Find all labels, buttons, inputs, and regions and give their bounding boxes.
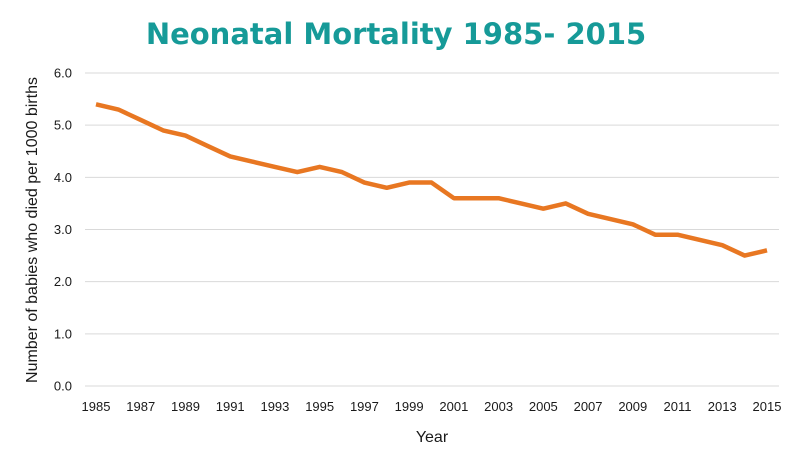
y-axis-ticks: 0.0 1.0 2.0 3.0 4.0 5.0 6.0 (54, 66, 72, 394)
data-point (430, 181, 434, 185)
y-tick-label: 3.0 (54, 222, 72, 237)
data-point (228, 154, 232, 158)
x-axis-label: Year (416, 429, 449, 446)
data-point (676, 233, 680, 237)
data-point (340, 170, 344, 174)
y-tick-label: 6.0 (54, 66, 72, 81)
data-point (497, 196, 501, 200)
series-line (95, 102, 768, 258)
x-tick-label: 2003 (484, 399, 513, 414)
data-point (139, 118, 143, 122)
data-point (765, 248, 769, 252)
data-point (161, 128, 165, 132)
data-point (183, 134, 187, 138)
x-tick-label: 1989 (171, 399, 200, 414)
x-tick-label: 2015 (753, 399, 782, 414)
data-point (94, 102, 98, 106)
x-tick-label: 1993 (260, 399, 289, 414)
y-tick-label: 1.0 (54, 326, 72, 341)
data-point (295, 170, 299, 174)
data-point (452, 196, 456, 200)
data-point (743, 254, 747, 258)
y-axis-label: Number of babies who died per 1000 birth… (24, 77, 41, 383)
data-point (720, 243, 724, 247)
chart-title: Neonatal Mortality 1985- 2015 (146, 17, 646, 51)
gridlines (85, 72, 779, 387)
data-point (698, 238, 702, 242)
x-tick-label: 1987 (126, 399, 155, 414)
x-tick-label: 2001 (439, 399, 468, 414)
x-tick-label: 1999 (395, 399, 424, 414)
data-point (362, 181, 366, 185)
x-axis-ticks: 1985 1987 1989 1991 1993 1995 1997 1999 2001 2003… (82, 399, 782, 414)
x-tick-label: 2005 (529, 399, 558, 414)
data-point (564, 201, 568, 205)
data-point (318, 165, 322, 169)
y-tick-label: 2.0 (54, 274, 72, 289)
x-tick-label: 1995 (305, 399, 334, 414)
data-point (608, 217, 612, 221)
data-point (385, 186, 389, 190)
series-group (94, 102, 769, 258)
data-point (273, 165, 277, 169)
x-tick-label: 2007 (574, 399, 603, 414)
y-tick-label: 5.0 (54, 118, 72, 133)
y-tick-label: 0.0 (54, 379, 72, 394)
data-point (631, 222, 635, 226)
x-tick-label: 2013 (708, 399, 737, 414)
data-point (474, 196, 478, 200)
data-point (116, 108, 120, 112)
data-point (251, 160, 255, 164)
data-point (519, 201, 523, 205)
x-tick-label: 2009 (618, 399, 647, 414)
x-tick-label: 1997 (350, 399, 379, 414)
data-point (586, 212, 590, 216)
x-tick-label: 1991 (216, 399, 245, 414)
data-point (653, 233, 657, 237)
x-tick-label: 2011 (664, 399, 692, 414)
data-point (407, 181, 411, 185)
x-tick-label: 1985 (82, 399, 111, 414)
data-point (541, 207, 545, 211)
data-point (206, 144, 210, 148)
y-tick-label: 4.0 (54, 170, 72, 185)
